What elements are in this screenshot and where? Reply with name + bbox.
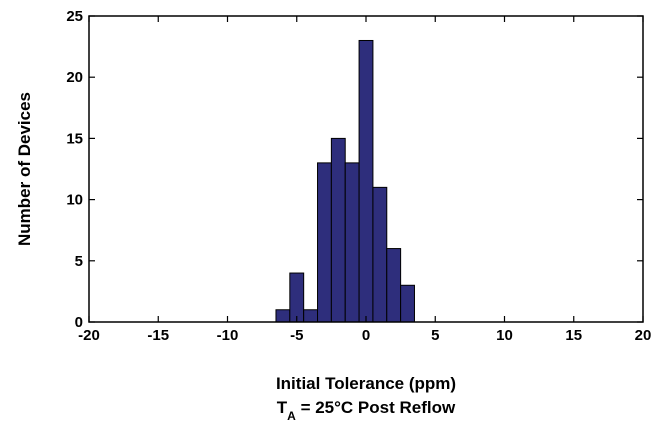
- y-tick-label: 25: [66, 8, 83, 25]
- x-tick-label: -15: [147, 327, 169, 344]
- x-tick-label: 15: [565, 327, 582, 344]
- subtitle-subscript: A: [287, 409, 296, 421]
- x-tick-label: -5: [290, 327, 303, 344]
- y-tick-label: 5: [75, 253, 83, 270]
- x-tick-label: 5: [431, 327, 439, 344]
- y-tick-label: 20: [66, 69, 83, 86]
- histogram-bar: [303, 309, 319, 323]
- histogram-bar: [372, 186, 388, 323]
- histogram-bar: [289, 272, 305, 323]
- y-tick-label: 10: [66, 192, 83, 209]
- tick-label-group: -20 -15 -10 -5 0 5 10 15 20 0 5 10 15 20 25: [66, 8, 651, 344]
- y-tick-label: 0: [75, 314, 83, 331]
- histogram-bar: [344, 162, 360, 323]
- x-tick-label: -10: [217, 327, 239, 344]
- subtitle-suffix: = 25°C Post Reflow: [296, 398, 456, 417]
- x-axis-title: Initial Tolerance (ppm): [276, 374, 456, 393]
- x-tick-label: 20: [635, 327, 652, 344]
- y-tick-label: 15: [66, 130, 83, 147]
- bar-group: [275, 39, 415, 323]
- tick-group: [88, 15, 644, 323]
- histogram-bar: [317, 162, 332, 323]
- subtitle-prefix: T: [277, 398, 288, 417]
- x-tick-label: 0: [362, 327, 370, 344]
- histogram-bar: [358, 39, 374, 323]
- histogram-bar: [386, 248, 402, 323]
- x-tick-label: -20: [78, 327, 100, 344]
- histogram-bar: [330, 137, 346, 323]
- histogram-bar: [400, 284, 415, 323]
- histogram-bar: [275, 309, 291, 323]
- x-tick-label: 10: [496, 327, 513, 344]
- x-axis-subtitle: TA = 25°C Post Reflow: [277, 398, 456, 421]
- y-axis-title: Number of Devices: [15, 92, 34, 246]
